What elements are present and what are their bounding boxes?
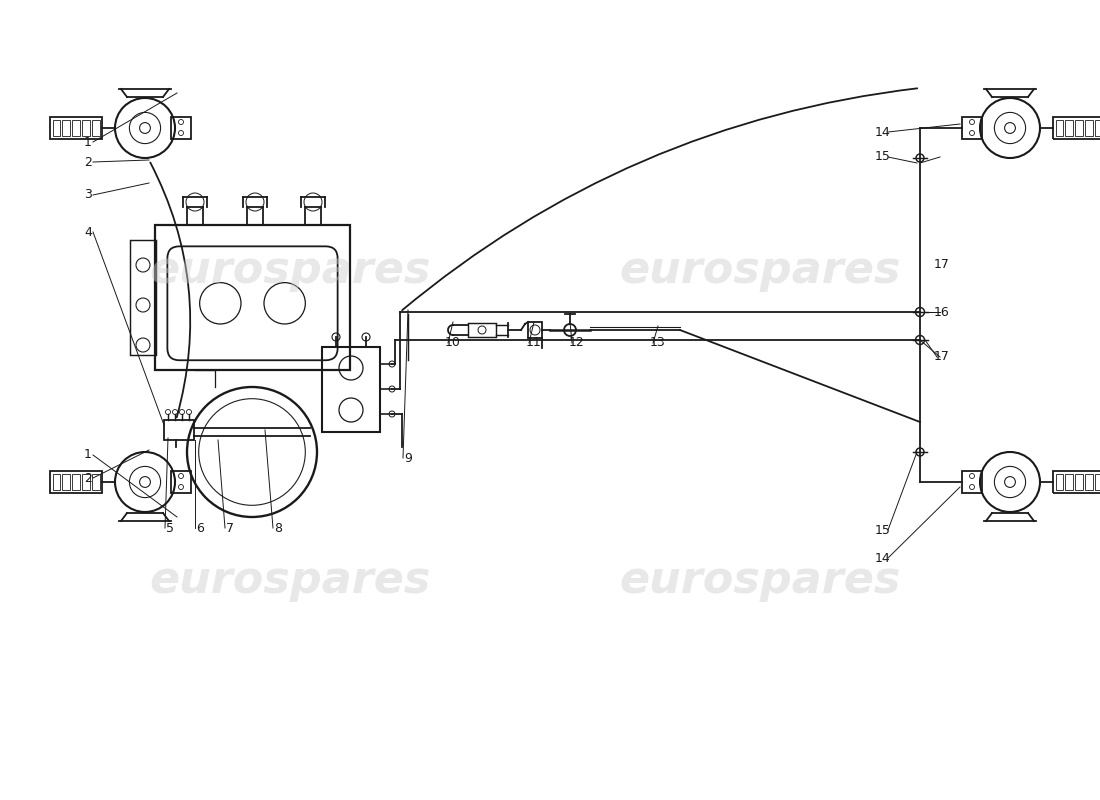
Text: eurospares: eurospares <box>619 249 901 291</box>
Text: 3: 3 <box>84 189 92 202</box>
Bar <box>92 474 99 490</box>
Bar <box>1066 474 1072 490</box>
Text: 6: 6 <box>196 522 204 534</box>
Text: 7: 7 <box>226 522 234 534</box>
Text: 16: 16 <box>934 306 950 318</box>
Text: 15: 15 <box>876 523 891 537</box>
Bar <box>53 474 59 490</box>
Bar <box>155 225 350 370</box>
Text: 8: 8 <box>274 522 282 534</box>
Text: 1: 1 <box>84 449 92 462</box>
Bar <box>1076 120 1082 136</box>
Text: eurospares: eurospares <box>619 558 901 602</box>
Bar <box>1053 471 1100 493</box>
Bar <box>468 323 496 337</box>
Bar <box>962 471 982 493</box>
Text: 5: 5 <box>166 522 174 534</box>
Bar <box>92 120 99 136</box>
Bar <box>322 347 379 432</box>
Bar <box>1076 474 1082 490</box>
Text: 17: 17 <box>934 258 950 271</box>
Bar <box>528 322 542 338</box>
Bar <box>1086 474 1092 490</box>
Text: eurospares: eurospares <box>150 558 431 602</box>
Text: 15: 15 <box>876 150 891 163</box>
Bar <box>1053 117 1100 139</box>
Bar <box>50 117 102 139</box>
Bar <box>63 120 69 136</box>
Bar <box>164 420 194 440</box>
Bar <box>130 240 156 355</box>
Text: 2: 2 <box>84 471 92 485</box>
Text: 2: 2 <box>84 155 92 169</box>
Text: 4: 4 <box>84 226 92 238</box>
Bar <box>1066 120 1072 136</box>
Bar <box>1096 474 1100 490</box>
Bar <box>962 117 982 139</box>
Bar <box>73 474 79 490</box>
Bar <box>1056 474 1063 490</box>
Text: 10: 10 <box>446 337 461 350</box>
Text: 13: 13 <box>650 337 666 350</box>
Bar <box>73 120 79 136</box>
Bar <box>53 120 59 136</box>
Bar <box>63 474 69 490</box>
Text: 1: 1 <box>84 135 92 149</box>
Text: 17: 17 <box>934 350 950 363</box>
Bar <box>1056 120 1063 136</box>
Bar <box>170 471 191 493</box>
Text: 12: 12 <box>569 337 585 350</box>
Bar <box>50 471 102 493</box>
Text: 14: 14 <box>876 126 891 138</box>
Text: eurospares: eurospares <box>150 249 431 291</box>
Bar <box>82 120 89 136</box>
Bar <box>1086 120 1092 136</box>
Bar <box>170 117 191 139</box>
Text: 14: 14 <box>876 551 891 565</box>
Text: 11: 11 <box>526 337 542 350</box>
Bar <box>82 474 89 490</box>
Bar <box>1096 120 1100 136</box>
Text: 9: 9 <box>404 451 411 465</box>
